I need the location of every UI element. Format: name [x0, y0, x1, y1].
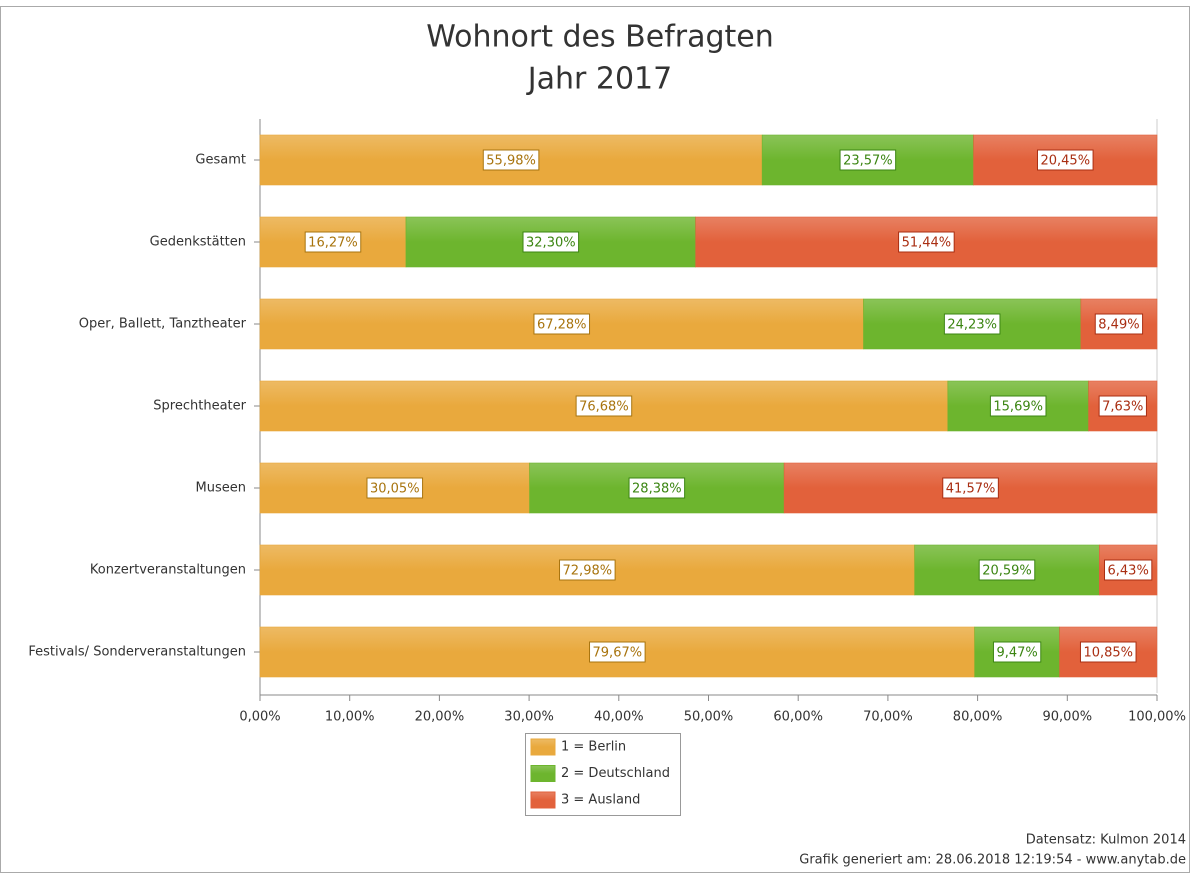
value-label: 16,27% — [308, 236, 358, 251]
value-label: 51,44% — [902, 236, 952, 251]
y-tick-label: Museen — [196, 481, 246, 496]
chart-title: Wohnort des Befragten — [426, 20, 774, 55]
footer: Datensatz: Kulmon 2014 — [1026, 833, 1186, 848]
y-tick-label: Konzertveranstaltungen — [90, 563, 246, 578]
value-label: 23,57% — [843, 154, 893, 169]
value-label: 6,43% — [1108, 564, 1149, 579]
legend-swatch — [530, 765, 556, 782]
value-label-box — [942, 477, 999, 499]
x-tick-label: 100,00% — [1128, 710, 1186, 725]
value-label-box — [898, 231, 955, 253]
value-label: 9,47% — [996, 646, 1037, 661]
value-label-box — [628, 477, 686, 499]
x-tick-label: 80,00% — [953, 710, 1003, 725]
y-tick-label: Festivals/ Sonderveranstaltungen — [28, 645, 246, 660]
value-label: 30,05% — [370, 482, 420, 497]
x-tick-label: 0,00% — [239, 710, 280, 725]
y-tick-label: Gesamt — [195, 153, 246, 168]
value-label-box — [992, 641, 1042, 663]
chart-subtitle: Jahr 2017 — [526, 62, 672, 97]
value-label-box — [533, 313, 591, 335]
value-label: 79,67% — [593, 646, 643, 661]
value-label: 20,45% — [1040, 154, 1090, 169]
value-label: 41,57% — [946, 482, 996, 497]
y-tick-label: Oper, Ballett, Tanztheater — [79, 317, 247, 332]
legend-swatch — [530, 738, 556, 756]
x-tick-label: 90,00% — [1043, 710, 1093, 725]
value-label: 76,68% — [579, 400, 629, 415]
value-label-box — [839, 149, 897, 171]
x-tick-label: 50,00% — [684, 710, 734, 725]
value-label: 28,38% — [632, 482, 682, 497]
value-label-box — [1036, 149, 1094, 171]
value-label-box — [943, 313, 1001, 335]
x-tick-label: 10,00% — [325, 710, 375, 725]
y-tick-label: Gedenkstätten — [150, 235, 246, 250]
value-label: 72,98% — [563, 564, 613, 579]
value-label-box — [482, 149, 540, 171]
y-tick-label: Sprechtheater — [153, 399, 246, 414]
value-label-box — [589, 641, 646, 663]
value-label-box — [1079, 641, 1137, 663]
value-label: 67,28% — [537, 318, 587, 333]
value-label-box — [978, 559, 1036, 581]
legend-swatch — [530, 791, 556, 809]
value-label-box — [989, 395, 1047, 417]
value-label-box — [522, 231, 580, 253]
footer: Grafik generiert am: 28.06.2018 12:19:54… — [799, 853, 1186, 868]
value-label: 15,69% — [993, 400, 1043, 415]
value-label-box — [1098, 395, 1147, 417]
value-label: 10,85% — [1083, 646, 1133, 661]
value-label-box — [1104, 559, 1153, 581]
value-label-box — [559, 559, 616, 581]
value-label: 8,49% — [1098, 318, 1139, 333]
value-label: 55,98% — [486, 154, 536, 169]
x-tick-label: 40,00% — [594, 710, 644, 725]
value-label: 20,59% — [982, 564, 1032, 579]
value-label: 32,30% — [526, 236, 576, 251]
value-label: 24,23% — [947, 318, 997, 333]
value-label-box — [1094, 313, 1144, 335]
value-label-box — [366, 477, 424, 499]
value-label-box — [575, 395, 633, 417]
value-label-box — [304, 231, 362, 253]
x-tick-label: 20,00% — [415, 710, 465, 725]
x-tick-label: 60,00% — [773, 710, 823, 725]
value-label: 7,63% — [1102, 400, 1143, 415]
legend-label: 3 = Ausland — [561, 793, 640, 808]
x-tick-label: 70,00% — [863, 710, 913, 725]
legend-label: 1 = Berlin — [561, 740, 626, 755]
x-tick-label: 30,00% — [504, 710, 554, 725]
legend-label: 2 = Deutschland — [561, 766, 670, 781]
